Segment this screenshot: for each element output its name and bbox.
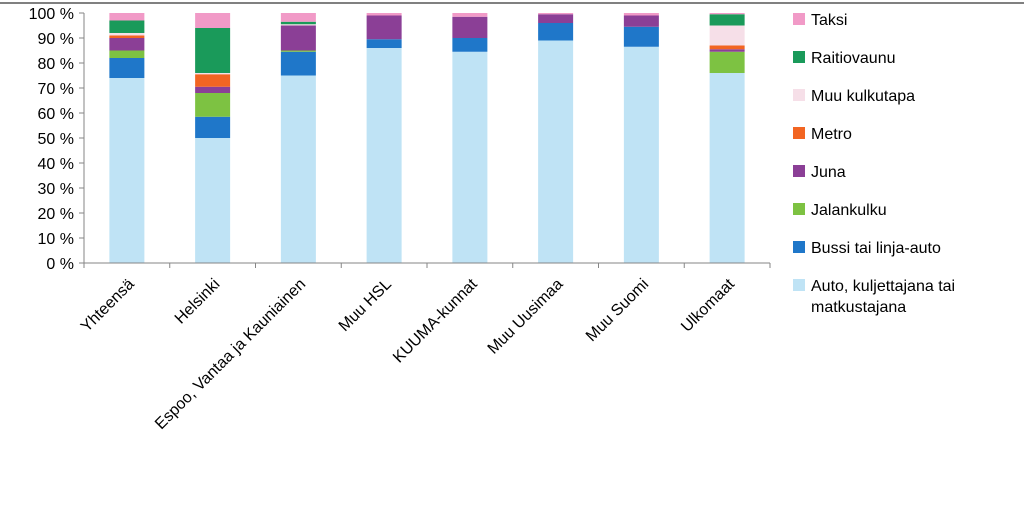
y-tick-label: 80 % (38, 56, 74, 73)
x-category-label: Helsinki (172, 276, 224, 328)
bar-segment (623, 13, 659, 16)
bar-segment (280, 75, 316, 263)
legend-swatch (793, 165, 805, 177)
bar-segment (709, 49, 745, 52)
legend-label-line: Raitiovaunu (811, 50, 896, 67)
y-tick-label: 10 % (38, 231, 74, 248)
y-tick-label: 50 % (38, 131, 74, 148)
bar-segment (109, 35, 145, 38)
bar-segment (109, 33, 145, 36)
bar-segment (538, 23, 574, 41)
bar-segment (709, 14, 745, 26)
legend-label-line: matkustajana (811, 299, 906, 316)
bar-segment (709, 73, 745, 263)
legend-swatch (793, 203, 805, 215)
x-category-label: Yhteensä (78, 276, 138, 336)
legend-label: Raitiovaunu (811, 50, 896, 67)
y-tick-label: 100 % (29, 6, 74, 23)
bar-segment (538, 40, 574, 263)
legend-label-line: Bussi tai linja-auto (811, 240, 941, 257)
x-category-label: Espoo, Vantaa ja Kauniainen (152, 276, 309, 433)
bar-segment (195, 116, 231, 138)
bar-segment (109, 13, 145, 21)
x-category-label: KUUMA-kunnat (390, 275, 481, 366)
x-category-label: Muu Suomi (583, 276, 652, 345)
y-tick-label: 40 % (38, 156, 74, 173)
bar-segment (280, 24, 316, 26)
legend-label: Juna (811, 164, 846, 181)
legend-swatch (793, 241, 805, 253)
bar-segment (452, 51, 488, 263)
bar-segment (709, 45, 745, 50)
legend: Taksi Raitiovaunu Muu kulkutapa Metro Juna Ja… (793, 12, 955, 316)
bar-segment (195, 73, 231, 75)
bar-segment (538, 14, 574, 23)
bar-segment (366, 39, 402, 48)
bar-segment (109, 38, 145, 51)
y-tick-label: 0 % (46, 256, 74, 273)
y-tick-label: 60 % (38, 106, 74, 123)
bars (109, 13, 745, 263)
bar-segment (538, 13, 574, 15)
bar-segment (709, 13, 745, 15)
legend-swatch (793, 279, 805, 291)
bar-segment (366, 13, 402, 16)
bar-segment (195, 13, 231, 28)
y-axis-ticks: 0 % 10 % 20 % 30 % 40 % 50 % 60 % 70 % 80 % 90 % 1… (29, 6, 84, 273)
legend-swatch (793, 13, 805, 25)
axes (83, 13, 771, 268)
bar-segment (452, 13, 488, 17)
legend-label: Taksi (811, 12, 847, 29)
legend-label-line: Metro (811, 126, 852, 143)
legend-label: Auto, kuljettajana tai matkustajana (811, 278, 955, 316)
legend-label: Bussi tai linja-auto (811, 240, 941, 257)
legend-swatch (793, 89, 805, 101)
bar-segment (623, 15, 659, 27)
bar-segment (109, 50, 145, 58)
bar-segment (195, 93, 231, 117)
bar-segment (452, 16, 488, 38)
bar-segment (366, 48, 402, 263)
legend-label-line: Taksi (811, 12, 847, 29)
bar-segment (280, 21, 316, 25)
bar-segment (195, 86, 231, 93)
bar-segment (709, 25, 745, 46)
y-tick-label: 30 % (38, 181, 74, 198)
bar-segment (195, 74, 231, 87)
legend-swatch (793, 51, 805, 63)
bar-segment (452, 38, 488, 52)
bar-segment (623, 46, 659, 263)
bar-segment (195, 28, 231, 73)
legend-label: Jalankulku (811, 202, 887, 219)
legend-label: Metro (811, 126, 852, 143)
y-tick-label: 90 % (38, 31, 74, 48)
legend-label-line: Auto, kuljettajana tai (811, 278, 955, 295)
bar-segment (623, 26, 659, 47)
x-category-label: Muu HSL (336, 276, 395, 335)
bar-segment (709, 51, 745, 73)
bar-segment (280, 50, 316, 52)
bar-segment (109, 58, 145, 78)
bar-segment (109, 20, 145, 33)
bar-segment (280, 51, 316, 76)
bar-segment (195, 138, 231, 263)
bar-segment (280, 13, 316, 22)
legend-label-line: Muu kulkutapa (811, 88, 915, 105)
y-tick-label: 70 % (38, 81, 74, 98)
bar-segment (109, 78, 145, 263)
legend-label-line: Jalankulku (811, 202, 887, 219)
legend-label: Muu kulkutapa (811, 88, 915, 105)
legend-swatch (793, 127, 805, 139)
x-category-label: Muu Uusimaa (485, 276, 567, 358)
y-tick-label: 20 % (38, 206, 74, 223)
bar-segment (280, 25, 316, 51)
bar-segment (366, 15, 402, 40)
x-category-label: Ulkomaat (678, 275, 738, 335)
legend-label-line: Juna (811, 164, 846, 181)
